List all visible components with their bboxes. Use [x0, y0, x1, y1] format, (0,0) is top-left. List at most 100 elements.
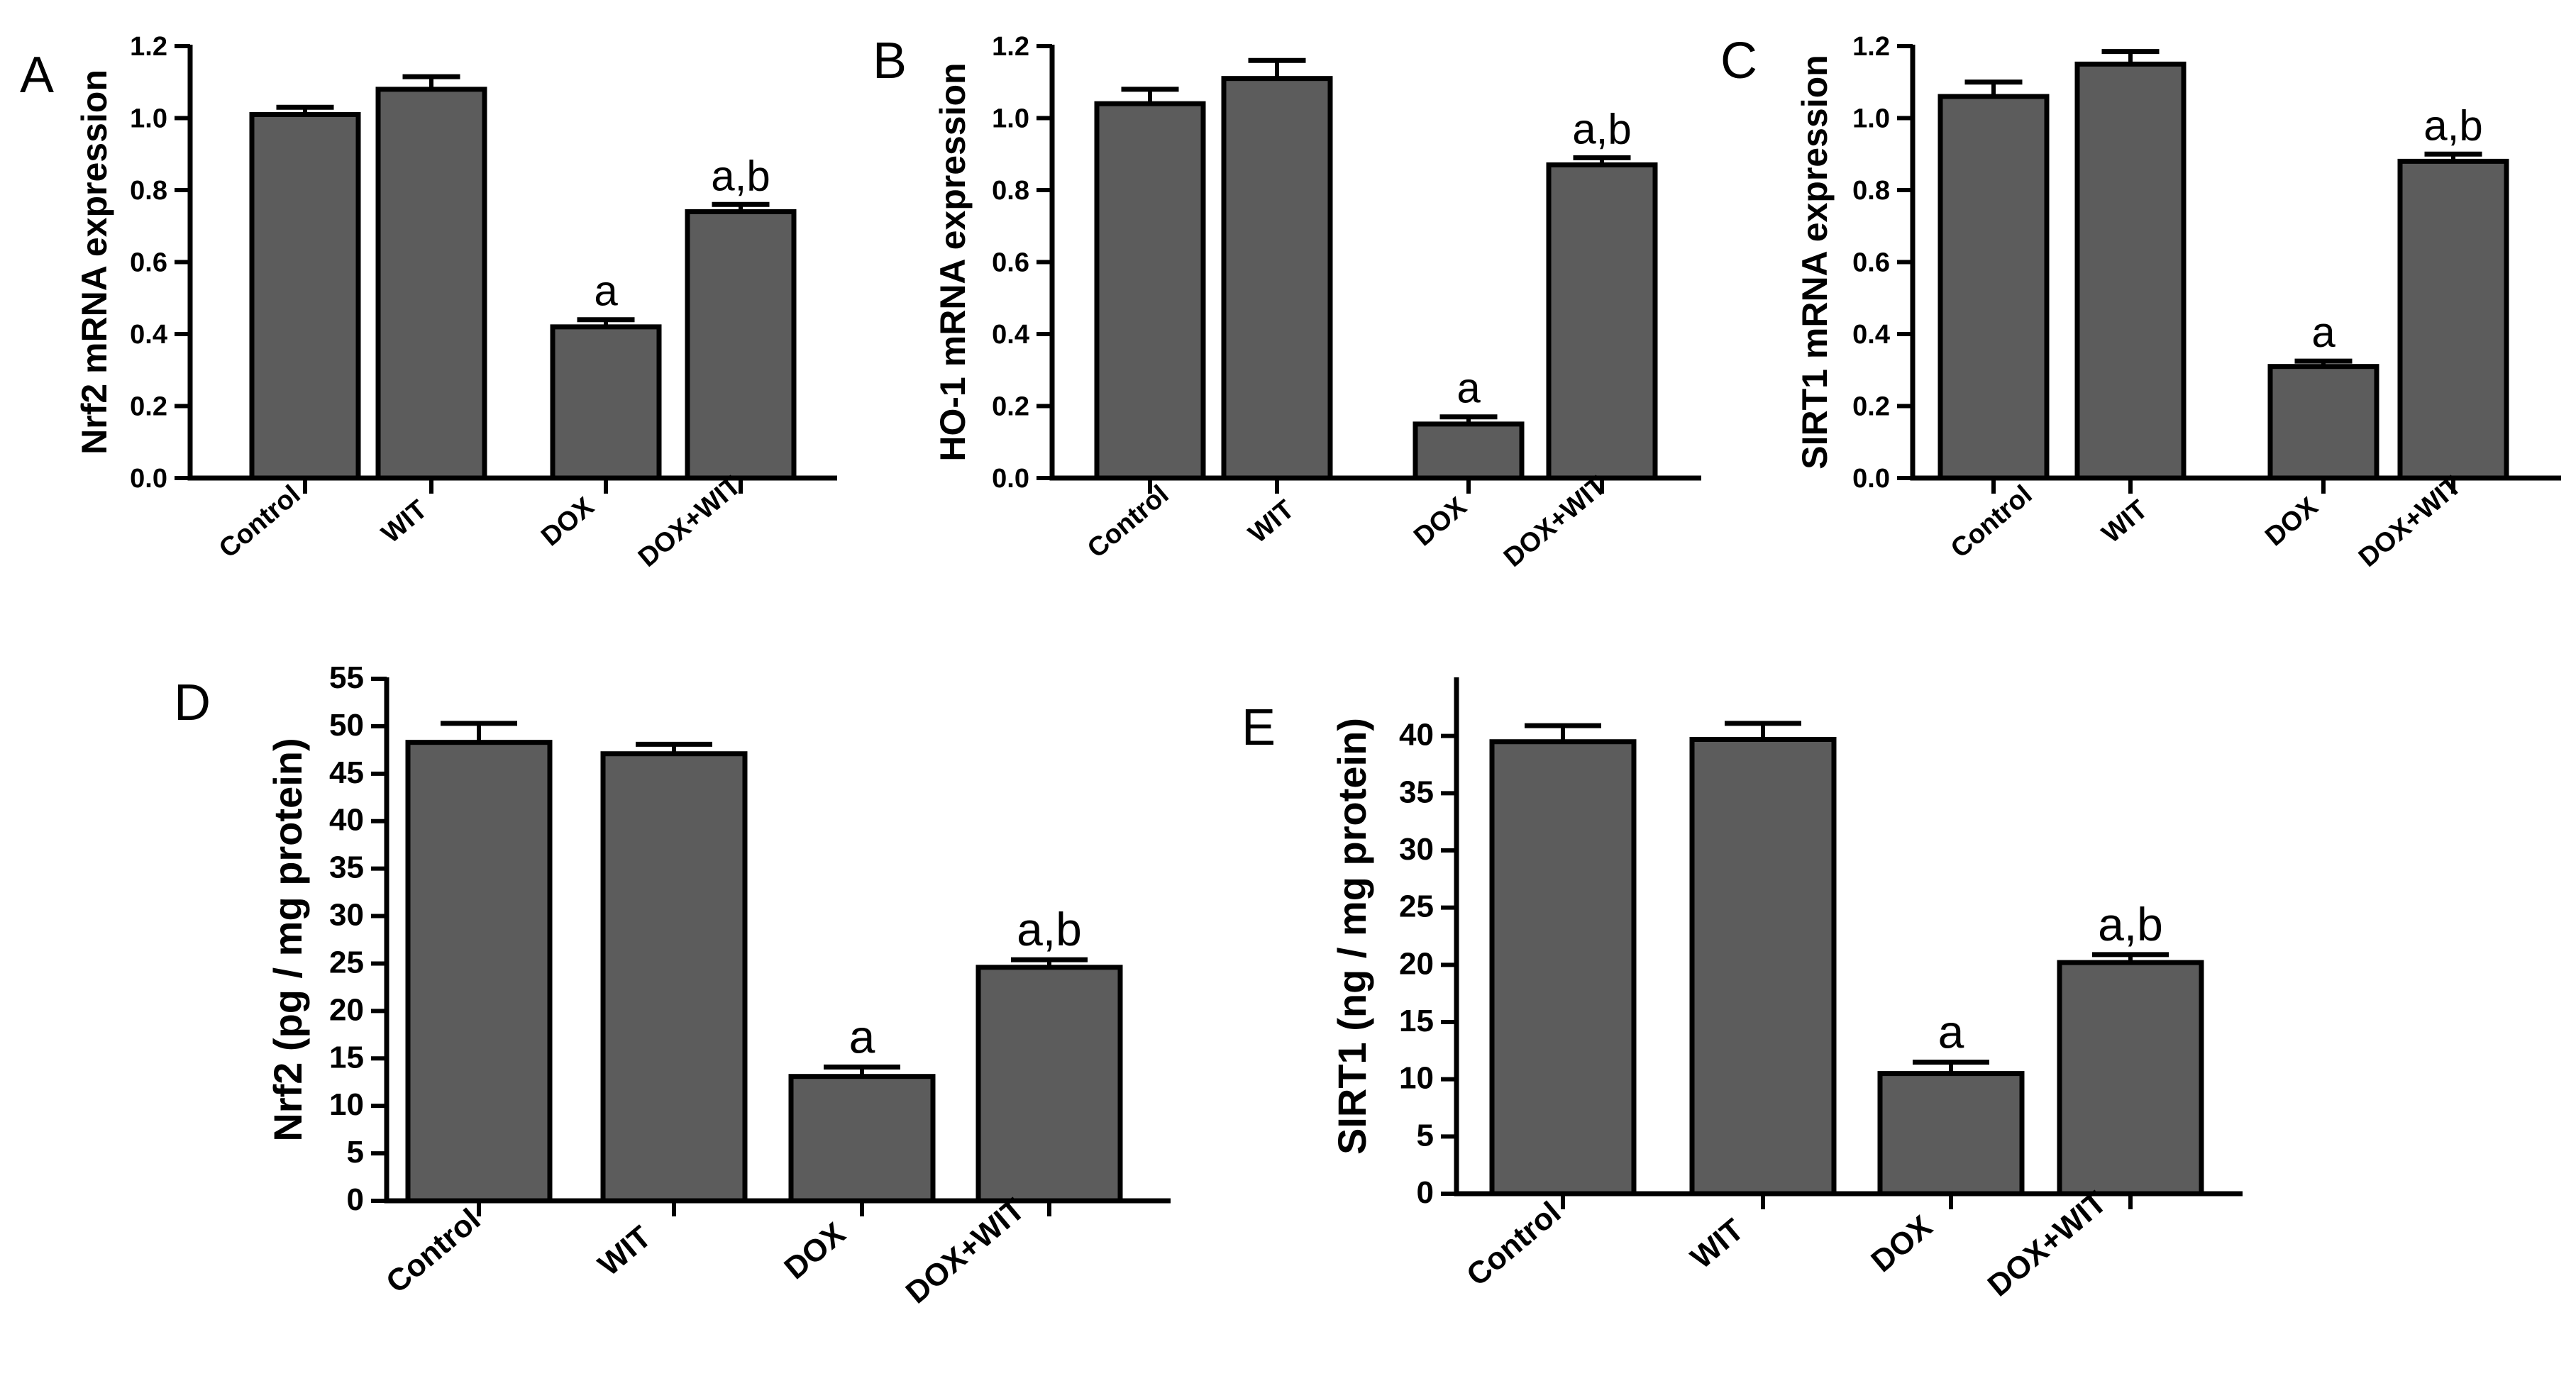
chart-panel-b: B 0.0 0.2 0.4 0.6 0.8 1.0 1.2 HO-1 mRNA expressi… — [873, 32, 1701, 573]
y-tick-label: 1.0 — [1852, 104, 1890, 134]
y-tick-label: 50 — [329, 708, 364, 743]
bar — [2057, 960, 2204, 1197]
y-tick-label: 40 — [329, 803, 364, 838]
bar — [405, 740, 553, 1204]
y-tick-label: 15 — [329, 1040, 364, 1075]
bar — [1689, 737, 1837, 1197]
bar — [550, 324, 662, 481]
x-category-label: WIT — [2096, 494, 2153, 549]
y-tick-label: 0.2 — [992, 392, 1029, 422]
y-tick-label: 0.2 — [1852, 392, 1890, 422]
y-tick-label: 35 — [1399, 775, 1434, 809]
bar — [1937, 94, 2050, 481]
x-category-label: Control — [380, 1202, 487, 1300]
panel-letter: D — [174, 675, 211, 731]
x-category-label: DOX+WIT — [1981, 1184, 2113, 1303]
x-category-label: Control — [214, 479, 306, 564]
x-category-label: DOX+WIT — [2353, 471, 2467, 573]
chart-panel-e: E 0 5 10 15 20 25 30 35 40 SIRT1 (ng / mg protein)… — [1242, 677, 2243, 1303]
bar — [600, 751, 748, 1204]
y-tick-label: 30 — [329, 898, 364, 933]
significance-label: a,b — [1017, 903, 1082, 955]
y-tick-label: 20 — [329, 992, 364, 1027]
y-tick-label: 0.8 — [992, 176, 1029, 206]
y-tick-label: 0.0 — [1852, 464, 1890, 494]
bar — [2074, 61, 2187, 481]
panel-letter: B — [873, 33, 907, 89]
x-category-label: WIT — [376, 494, 433, 549]
y-tick-label: 1.0 — [130, 104, 167, 134]
significance-label: a,b — [2098, 898, 2163, 950]
significance-label: a — [594, 267, 618, 315]
y-tick-label: 0.8 — [130, 176, 167, 206]
significance-label: a,b — [1572, 105, 1631, 152]
significance-label: a — [1456, 365, 1481, 412]
bar — [788, 1074, 936, 1204]
y-tick-label: 45 — [329, 755, 364, 790]
y-axis-title: Nrf2 (pg / mg protein) — [265, 738, 310, 1141]
y-axis-title: SIRT1 mRNA expression — [1795, 55, 1835, 469]
y-tick-label: 0.8 — [1852, 176, 1890, 206]
y-tick-label: 15 — [1399, 1004, 1434, 1038]
y-axis-title: SIRT1 (ng / mg protein) — [1330, 718, 1374, 1155]
bar — [375, 87, 487, 481]
x-category-label: DOX — [1864, 1209, 1939, 1279]
x-category-label: WIT — [592, 1219, 658, 1282]
y-tick-label: 1.2 — [992, 32, 1029, 62]
panel-letter: C — [1720, 33, 1757, 89]
y-tick-label: 10 — [1399, 1061, 1434, 1096]
y-tick-label: 0.4 — [992, 320, 1029, 350]
x-category-label: WIT — [1684, 1212, 1750, 1275]
y-tick-label: 20 — [1399, 946, 1434, 981]
y-tick-label: 0.6 — [1852, 248, 1890, 278]
y-tick-label: 40 — [1399, 718, 1434, 753]
x-category-label: DOX — [778, 1216, 852, 1286]
y-tick-label: 1.2 — [130, 32, 167, 62]
x-category-label: Control — [1082, 479, 1174, 564]
y-tick-label: 0.2 — [130, 392, 167, 422]
bar — [2267, 364, 2379, 481]
y-tick-label: 10 — [329, 1087, 364, 1122]
significance-label: a — [849, 1010, 875, 1062]
y-tick-label: 25 — [329, 945, 364, 979]
significance-label: a — [2311, 309, 2335, 356]
bar — [1413, 421, 1525, 481]
y-tick-label: 0.6 — [992, 248, 1029, 278]
chart-panel-a: A 0.0 0.2 0.4 0.6 0.8 1.0 1.2 Nrf2 mRNA expressi… — [20, 32, 837, 573]
x-category-label: DOX — [1408, 492, 1473, 553]
y-tick-label: 0.0 — [130, 464, 167, 494]
x-category-label: WIT — [1243, 494, 1300, 549]
y-tick-label: 30 — [1399, 832, 1434, 867]
bar — [249, 111, 361, 481]
panel-letter: E — [1242, 699, 1276, 756]
x-category-label: DOX+WIT — [633, 471, 746, 573]
y-tick-label: 0.4 — [1852, 320, 1890, 350]
x-category-label: DOX+WIT — [1498, 471, 1612, 573]
bar — [1546, 162, 1658, 481]
y-tick-label: 55 — [329, 660, 364, 695]
y-tick-label: 0 — [347, 1182, 364, 1217]
y-tick-label: 0.0 — [992, 464, 1029, 494]
bar — [1094, 101, 1206, 481]
y-tick-label: 0.4 — [130, 320, 167, 350]
x-category-label: DOX+WIT — [900, 1192, 1032, 1310]
bar — [1221, 76, 1333, 481]
y-tick-label: 5 — [1417, 1118, 1434, 1153]
y-axis-title: Nrf2 mRNA expression — [74, 70, 114, 455]
y-tick-label: 0 — [1417, 1175, 1434, 1210]
x-category-label: Control — [1460, 1195, 1567, 1293]
chart-panel-d: D 0 5 10 15 20 25 30 35 40 45 50 55 Nrf2 (pg / mg pro… — [174, 660, 1171, 1310]
panel-letter: A — [20, 47, 54, 104]
x-category-label: DOX — [536, 492, 600, 553]
bar — [2397, 158, 2509, 481]
bar — [1489, 739, 1637, 1197]
y-tick-label: 1.0 — [992, 104, 1029, 134]
bar — [975, 965, 1123, 1204]
bar — [1877, 1071, 2025, 1197]
y-tick-label: 35 — [329, 850, 364, 885]
y-axis-title: HO-1 mRNA expression — [933, 62, 973, 461]
significance-label: a — [1938, 1005, 1964, 1058]
x-category-label: DOX — [2260, 492, 2324, 553]
bar — [685, 209, 797, 481]
